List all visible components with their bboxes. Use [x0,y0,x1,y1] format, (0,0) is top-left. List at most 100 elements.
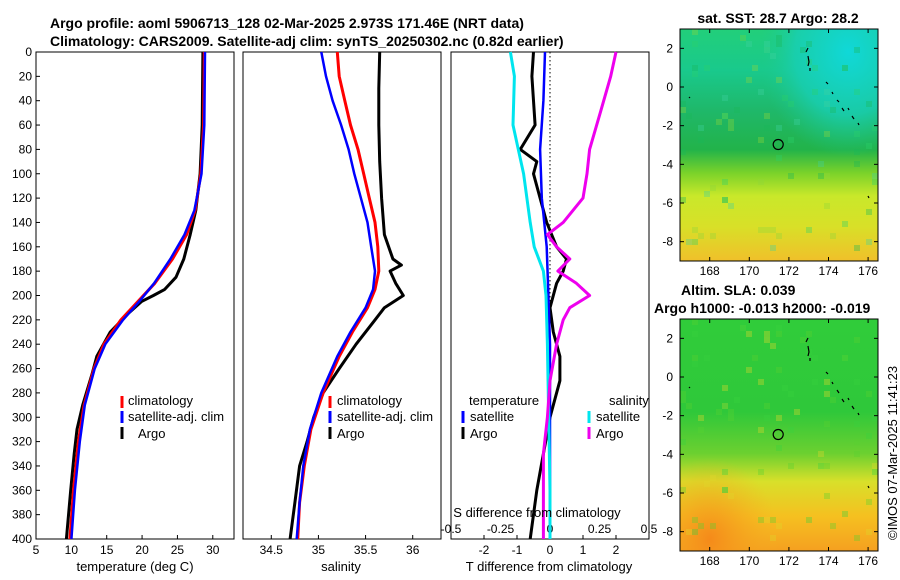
map-pixel [842,355,848,361]
map-pixel [824,391,830,397]
map-pixel [752,65,758,71]
map-pixel [728,415,734,421]
map-pixel [758,517,764,523]
map-pixel [686,529,692,535]
map-pixel [770,535,776,541]
map-pixel [788,427,794,433]
map-pixel [764,227,770,233]
map-pixel [788,101,794,107]
map-pixel [704,355,710,361]
map-pixel [758,89,764,95]
map-pixel [854,89,860,95]
island [805,47,811,71]
argo-salinity-line [288,51,405,540]
sst-map-islands [688,47,870,199]
map-y-tick-label: 0 [666,370,673,384]
map-pixel [830,233,836,239]
sst-map-panel: sat. SST: 28.7 Argo: 28.2 168 170 172 174 17… [662,10,879,278]
sla-map-panel: Altim. SLA: 0.039 Argo h1000: -0.013 h20… [654,282,879,568]
map-pixel [854,149,860,155]
climatology-temperature-line [68,51,206,540]
map-pixel [782,385,788,391]
map-pixel [854,379,860,385]
map-pixel [758,179,764,185]
map-pixel [818,173,824,179]
map-pixel [764,47,770,53]
map-pixel [722,487,728,493]
map-pixel [680,107,686,113]
map-pixel [842,511,848,517]
map-pixel [842,65,848,71]
map-pixel [806,331,812,337]
depth-tick-label: 40 [19,94,33,108]
salinity-panel: 34.5 35 35.5 36 salinity climatology satell… [242,51,442,574]
map-pixel [776,35,782,41]
map-pixel [716,409,722,415]
s-tick-label: -0.25 [487,522,515,536]
map-pixel [866,101,872,107]
map-pixel [680,439,686,445]
island [825,371,845,403]
map-pixel [770,517,776,523]
map-y-tick-label: -4 [662,157,673,171]
map-pixel [722,113,728,119]
map-pixel [788,463,794,469]
legend-climatology: climatology [128,393,194,408]
map-pixel [734,107,740,113]
depth-tick-label: 60 [19,118,33,132]
map-pixel [746,331,752,337]
x-tick-label: 35.5 [354,543,378,557]
map-pixel [824,421,830,427]
map-pixel [746,77,752,83]
map-pixel [758,137,764,143]
satellite-temperature-line [70,51,207,540]
map-pixel [722,385,728,391]
map-pixel [728,493,734,499]
map-y-tick-label: 2 [666,41,673,55]
legend-temperature-title: temperature [469,393,539,408]
x-tick-label: 36 [406,543,420,557]
island [805,337,811,361]
figure-title-line2: Climatology: CARS2009. Satellite-adj cli… [50,33,564,49]
map-x-tick-label: 176 [858,554,878,568]
climatology-salinity-line [296,51,381,540]
depth-tick-label: 100 [12,167,32,181]
map-pixel [692,319,698,325]
map-pixel [680,149,686,155]
depth-tick-label: 220 [12,313,32,327]
depth-tick-label: 160 [12,240,32,254]
x-tick-label: 35 [312,543,326,557]
map-pixel [824,203,830,209]
map-pixel [692,29,698,35]
map-pixel [824,173,830,179]
map-pixel [866,391,872,397]
map-pixel [806,517,812,523]
map-pixel [746,41,752,47]
map-pixel [704,481,710,487]
map-pixel [812,89,818,95]
salinity-lines [288,51,405,540]
map-pixel [710,523,716,529]
map-pixel [728,203,734,209]
satellite-salinity-line [295,51,377,540]
map-x-tick-label: 172 [779,264,799,278]
x-tick-label: 34.5 [260,543,284,557]
depth-tick-label: 240 [12,337,32,351]
map-pixel [686,403,692,409]
map-pixel [698,137,704,143]
map-pixel [770,53,776,59]
map-pixel [854,131,860,137]
s-tick-label: 0.25 [588,522,612,536]
sla-map-islands [688,337,870,489]
map-pixel [854,245,860,251]
map-pixel [782,95,788,101]
map-x-tick-label: 176 [858,264,878,278]
depth-tick-label: 0 [25,45,32,59]
depth-tick-label: 360 [12,483,32,497]
sla-map-subtitle: Argo h1000: -0.013 h2000: -0.019 [654,300,871,316]
depth-tick-label: 300 [12,410,32,424]
sla-map-high [680,319,878,551]
map-pixel [740,35,746,41]
map-y-tick-label: -8 [662,525,673,539]
sla-map-frame [679,318,879,552]
